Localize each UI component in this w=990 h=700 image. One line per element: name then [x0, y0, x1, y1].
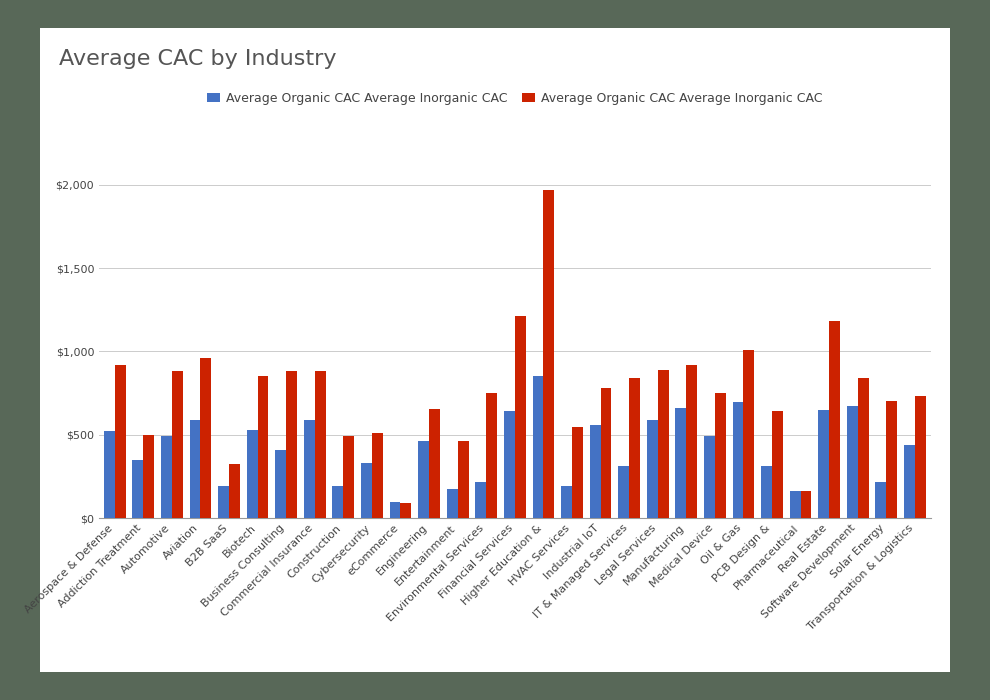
Bar [133, 460, 144, 518]
Bar [429, 409, 440, 518]
Bar [401, 503, 412, 518]
Bar [344, 436, 354, 518]
Bar [686, 365, 697, 518]
Bar [875, 482, 886, 518]
Bar [646, 420, 657, 518]
Bar [475, 482, 486, 518]
Bar [657, 370, 668, 518]
Bar [115, 365, 126, 518]
Bar [761, 466, 772, 518]
Bar [457, 441, 468, 518]
Bar [544, 190, 554, 518]
Bar [830, 321, 840, 518]
Bar [247, 430, 257, 518]
Bar [361, 463, 372, 518]
Bar [915, 396, 926, 518]
Bar [801, 491, 812, 518]
Bar [218, 486, 229, 518]
Bar [618, 466, 629, 518]
Bar [304, 420, 315, 518]
Bar [733, 402, 743, 518]
Bar [333, 486, 344, 518]
Bar [229, 464, 240, 518]
Bar [486, 393, 497, 518]
Bar [743, 350, 754, 518]
Bar [715, 393, 726, 518]
Bar [200, 358, 211, 518]
Bar [857, 378, 868, 518]
Bar [533, 375, 544, 518]
Bar [172, 371, 183, 518]
Bar [390, 502, 401, 518]
Bar [675, 408, 686, 518]
Bar [590, 425, 601, 518]
Bar [257, 377, 268, 518]
Bar [286, 371, 297, 518]
Bar [819, 410, 830, 518]
Bar [904, 444, 915, 518]
Bar [886, 401, 897, 518]
Bar [144, 435, 154, 518]
Bar [846, 406, 857, 518]
Bar [104, 430, 115, 518]
Legend: Average Organic CAC Average Inorganic CAC, Average Organic CAC Average Inorganic: Average Organic CAC Average Inorganic CA… [202, 87, 828, 110]
Bar [372, 433, 383, 518]
Bar [504, 412, 515, 518]
Bar [190, 420, 200, 518]
Bar [315, 371, 326, 518]
Bar [446, 489, 457, 518]
Bar [790, 491, 801, 518]
Bar [572, 427, 583, 518]
Bar [772, 410, 783, 518]
Bar [629, 378, 640, 518]
Bar [275, 449, 286, 518]
Bar [161, 436, 172, 518]
Bar [418, 441, 429, 518]
Text: Average CAC by Industry: Average CAC by Industry [59, 49, 337, 69]
Bar [561, 486, 572, 518]
Bar [515, 316, 526, 518]
Bar [704, 436, 715, 518]
Bar [601, 388, 612, 518]
